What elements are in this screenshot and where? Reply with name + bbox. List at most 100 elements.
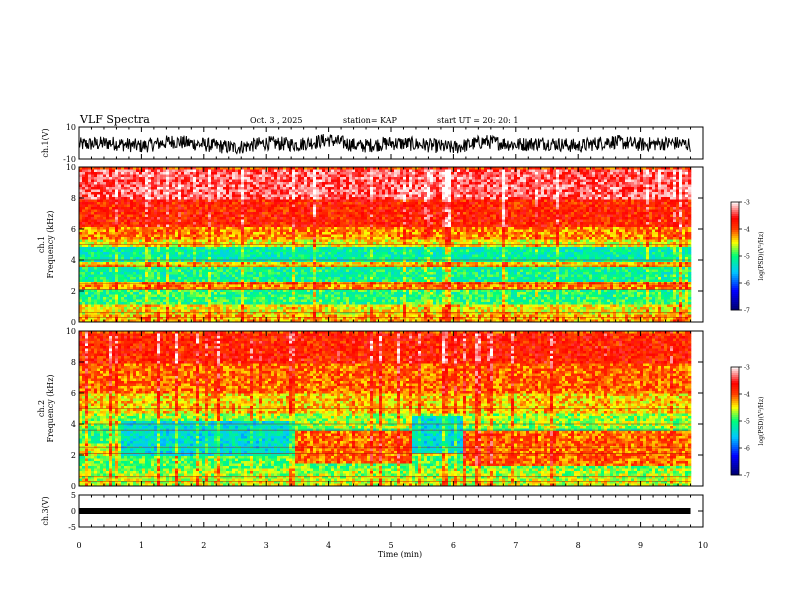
ch1_spectrogram-ytick-label: 0 xyxy=(71,318,76,327)
colorbar-cell xyxy=(731,447,739,449)
colorbar-cell xyxy=(731,232,739,234)
colorbar-cell xyxy=(731,278,739,280)
colorbar-cell xyxy=(731,254,739,256)
colorbar-cell xyxy=(731,419,739,421)
colorbar-cell xyxy=(731,276,739,278)
colorbar-cell xyxy=(731,411,739,413)
ch1_spectrogram-ytick-label: 4 xyxy=(71,256,76,265)
colorbar-cell xyxy=(731,206,739,208)
colorbar-cell xyxy=(731,290,739,292)
time-tick-label: 2 xyxy=(201,541,206,550)
ch1_spectrogram-ytick-label: 10 xyxy=(66,163,76,172)
time-axis-label: Time (min) xyxy=(378,550,422,559)
ch3-waveform-ytick-label: 5 xyxy=(71,491,76,500)
figure-title: VLF Spectra xyxy=(79,113,150,126)
colorbar-cell xyxy=(731,288,739,290)
colorbar-cell xyxy=(731,403,739,405)
colorbar-cell xyxy=(731,238,739,240)
colorbar-cell xyxy=(731,204,739,206)
colorbar-tick-label: -3 xyxy=(744,200,750,207)
colorbar-cell xyxy=(731,425,739,427)
colorbar-cell xyxy=(731,210,739,212)
colorbar-cell xyxy=(731,443,739,445)
colorbar-cell xyxy=(731,459,739,461)
colorbar-cell xyxy=(731,306,739,308)
colorbar-cell xyxy=(731,441,739,443)
colorbar-cell xyxy=(731,385,739,387)
colorbar-cell xyxy=(731,409,739,411)
colorbar-cell xyxy=(731,393,739,395)
ch2_spectrogram-ytick-label: 6 xyxy=(71,389,76,398)
header-station: station= KAP xyxy=(343,116,398,125)
colorbar-cell xyxy=(731,228,739,230)
colorbar-cell xyxy=(731,214,739,216)
colorbar-cell xyxy=(731,242,739,244)
colorbar-tick-label: -7 xyxy=(744,308,750,315)
colorbar-cell xyxy=(731,260,739,262)
colorbar-cell xyxy=(731,389,739,391)
colorbar-cell xyxy=(731,449,739,451)
colorbar-cell xyxy=(731,258,739,260)
time-tick-label: 1 xyxy=(139,541,144,550)
colorbar-cell xyxy=(731,465,739,467)
ch1_spectrogram-ytick-label: 2 xyxy=(71,287,76,296)
ch2_spectrogram-ylabel: ch.2 xyxy=(37,400,46,417)
ch1-waveform-ylabel: ch.1(V) xyxy=(41,128,50,157)
colorbar-cell xyxy=(731,220,739,222)
colorbar-cell xyxy=(731,469,739,471)
colorbar-cell xyxy=(731,256,739,258)
colorbar-cell xyxy=(731,401,739,403)
colorbar-cell xyxy=(731,224,739,226)
time-tick-label: 8 xyxy=(576,541,581,550)
colorbar-cell xyxy=(731,280,739,282)
colorbar-cell xyxy=(731,427,739,429)
colorbar-cell xyxy=(731,407,739,409)
ch1_spectrogram-ytick-label: 6 xyxy=(71,225,76,234)
colorbar-cell xyxy=(731,236,739,238)
colorbar-cell xyxy=(731,457,739,459)
time-tick-label: 10 xyxy=(698,541,708,550)
time-tick-label: 3 xyxy=(264,541,269,550)
colorbar-cell xyxy=(731,282,739,284)
colorbar-cell xyxy=(731,208,739,210)
colorbar-cell xyxy=(731,268,739,270)
colorbar-cell xyxy=(731,373,739,375)
colorbar-cell xyxy=(731,284,739,286)
colorbar-tick-label: -6 xyxy=(744,446,750,453)
colorbar-cell xyxy=(731,421,739,423)
ch3-waveform-ytick-label: 0 xyxy=(71,507,76,516)
colorbar-tick-label: -6 xyxy=(744,281,750,288)
colorbar-cell xyxy=(731,383,739,385)
colorbar-cell xyxy=(731,292,739,294)
time-tick-label: 0 xyxy=(76,541,81,550)
ch1_spectrogram-ylabel: ch.1 xyxy=(37,236,46,253)
colorbar-cell xyxy=(731,461,739,463)
colorbar-cell xyxy=(731,304,739,306)
colorbar-cell xyxy=(731,387,739,389)
colorbar-tick-label: -5 xyxy=(744,254,750,261)
colorbar-cell xyxy=(731,399,739,401)
colorbar-cell xyxy=(731,294,739,296)
colorbar-cell xyxy=(731,234,739,236)
colorbar-cell xyxy=(731,451,739,453)
colorbar-cell xyxy=(731,272,739,274)
colorbar-cell xyxy=(731,369,739,371)
ch2_spectrogram-ylabel: Frequency (kHz) xyxy=(46,374,55,442)
colorbar-tick-label: -4 xyxy=(744,227,750,234)
colorbar-cell xyxy=(731,264,739,266)
colorbar-cell xyxy=(731,212,739,214)
ch3-waveform-ytick-label: -5 xyxy=(68,523,76,532)
time-tick-label: 5 xyxy=(388,541,393,550)
colorbar-cell xyxy=(731,381,739,383)
colorbar-cell xyxy=(731,266,739,268)
colorbar-cell xyxy=(731,375,739,377)
time-tick-label: 7 xyxy=(513,541,518,550)
colorbar-cell xyxy=(731,298,739,300)
colorbar-cell xyxy=(731,244,739,246)
colorbar-cell xyxy=(731,218,739,220)
ch1-waveform-line xyxy=(79,134,690,154)
